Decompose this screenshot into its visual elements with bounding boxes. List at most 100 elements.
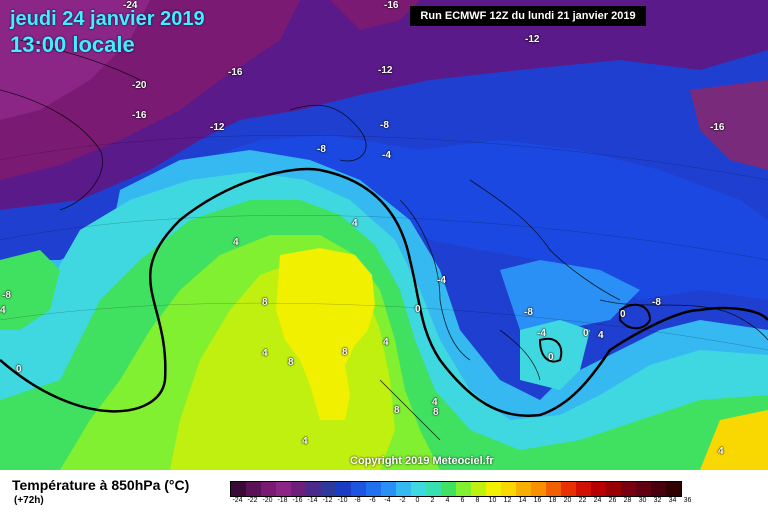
color-swatch bbox=[336, 482, 351, 496]
scale-tick-label: 34 bbox=[668, 497, 677, 504]
color-swatch bbox=[246, 482, 261, 496]
color-swatch bbox=[456, 482, 471, 496]
isotherm-label: 4 bbox=[383, 337, 389, 348]
isotherm-label: 4 bbox=[302, 436, 308, 447]
scale-tick-label: 30 bbox=[638, 497, 647, 504]
temperature-map: jeudi 24 janvier 2019 13:00 locale Run E… bbox=[0, 0, 768, 470]
scale-tick-label: 16 bbox=[533, 497, 542, 504]
legend: Température à 850hPa (°C) (+72h) -24 -22-… bbox=[0, 470, 768, 512]
isotherm-label: 8 bbox=[394, 405, 400, 416]
isotherm-label: -8 bbox=[524, 307, 533, 318]
isotherm-label: -4 bbox=[537, 328, 546, 339]
forecast-time: 13:00 locale bbox=[10, 32, 135, 57]
scale-tick-label: -14 bbox=[307, 497, 318, 504]
isotherm-label: 4 bbox=[0, 305, 6, 316]
isotherm-label: -24 bbox=[123, 0, 138, 11]
forecast-date: jeudi 24 janvier 2019 bbox=[10, 8, 205, 30]
scale-tick-label: 8 bbox=[475, 497, 480, 504]
scale-tick-label: -4 bbox=[384, 497, 391, 504]
color-scale bbox=[230, 481, 682, 497]
color-swatch bbox=[411, 482, 426, 496]
scale-tick-label: 22 bbox=[578, 497, 587, 504]
isotherm-label: 8 bbox=[288, 357, 294, 368]
color-swatch bbox=[276, 482, 291, 496]
scale-tick-label: 32 bbox=[653, 497, 662, 504]
color-swatch bbox=[516, 482, 531, 496]
scale-tick-label: -6 bbox=[369, 497, 376, 504]
isotherm-label: -12 bbox=[525, 34, 540, 45]
legend-subtitle: (+72h) bbox=[14, 495, 44, 506]
color-swatch bbox=[261, 482, 276, 496]
scale-tick-label: 20 bbox=[563, 497, 572, 504]
color-swatch bbox=[381, 482, 396, 496]
scale-tick-label: 18 bbox=[548, 497, 557, 504]
isotherm-label: 0 bbox=[583, 328, 589, 339]
scale-tick-label: -10 bbox=[337, 497, 348, 504]
color-swatch bbox=[426, 482, 441, 496]
legend-title: Température à 850hPa (°C) bbox=[12, 477, 190, 493]
scale-tick-label: 2 bbox=[430, 497, 435, 504]
color-swatch bbox=[621, 482, 636, 496]
color-swatch bbox=[651, 482, 666, 496]
color-swatch bbox=[606, 482, 621, 496]
scale-tick-label: -8 bbox=[354, 497, 361, 504]
scale-tick-label: 14 bbox=[518, 497, 527, 504]
color-swatch bbox=[306, 482, 321, 496]
scale-tick-label: 36 bbox=[683, 497, 692, 504]
color-swatch bbox=[396, 482, 411, 496]
scale-tick-label: 4 bbox=[445, 497, 450, 504]
scale-tick-label: 12 bbox=[503, 497, 512, 504]
isotherm-label: 8 bbox=[342, 347, 348, 358]
isotherm-label: -20 bbox=[132, 80, 147, 91]
scale-tick-label: -2 bbox=[399, 497, 406, 504]
color-swatch bbox=[576, 482, 591, 496]
isotherm-label: 0 bbox=[415, 304, 421, 315]
scale-tick-label: 28 bbox=[623, 497, 632, 504]
isotherm-label: -4 bbox=[437, 275, 446, 286]
isotherm-label: -8 bbox=[380, 120, 389, 131]
color-swatch bbox=[666, 482, 681, 496]
isotherm-label: 4 bbox=[352, 218, 358, 229]
scale-tick-label: 24 bbox=[593, 497, 602, 504]
scale-tick-label: -20 bbox=[262, 497, 273, 504]
color-swatch bbox=[546, 482, 561, 496]
scale-tick-label: -16 bbox=[292, 497, 303, 504]
isotherm-label: 8 bbox=[433, 407, 439, 418]
scale-tick-label: -24 bbox=[232, 497, 243, 504]
isotherm-label: -4 bbox=[382, 150, 391, 161]
color-swatch bbox=[291, 482, 306, 496]
isotherm-label: -12 bbox=[378, 65, 393, 76]
color-swatch bbox=[231, 482, 246, 496]
color-swatch bbox=[561, 482, 576, 496]
isotherm-label: -8 bbox=[317, 144, 326, 155]
isotherm-label: -12 bbox=[210, 122, 225, 133]
scale-tick-label: 10 bbox=[488, 497, 497, 504]
temperature-field bbox=[0, 0, 768, 470]
isotherm-label: 0 bbox=[620, 309, 626, 320]
isotherm-label: -16 bbox=[228, 67, 243, 78]
color-scale-ticks: -24 -22 -20 -18 -16 -14 -12 -10 -8 -6 -4 -2 0 2 4 6 8 10 1… bbox=[230, 497, 695, 504]
isotherm-label: 8 bbox=[262, 297, 268, 308]
scale-tick-label: 6 bbox=[460, 497, 465, 504]
color-swatch bbox=[366, 482, 381, 496]
color-swatch bbox=[636, 482, 651, 496]
isotherm-label: 4 bbox=[233, 237, 239, 248]
scale-tick-label: -18 bbox=[277, 497, 288, 504]
isotherm-label: 0 bbox=[16, 364, 22, 375]
color-swatch bbox=[471, 482, 486, 496]
scale-tick-label: -12 bbox=[322, 497, 333, 504]
color-swatch bbox=[441, 482, 456, 496]
scale-tick-label: -22 bbox=[247, 497, 258, 504]
scale-tick-label: 26 bbox=[608, 497, 617, 504]
isotherm-label: -16 bbox=[132, 110, 147, 121]
color-swatch bbox=[486, 482, 501, 496]
color-swatch bbox=[501, 482, 516, 496]
run-info: Run ECMWF 12Z du lundi 21 janvier 2019 bbox=[410, 6, 646, 26]
isotherm-label: 4 bbox=[598, 330, 604, 341]
color-swatch bbox=[321, 482, 336, 496]
color-swatch bbox=[591, 482, 606, 496]
isotherm-label: 4 bbox=[262, 348, 268, 359]
isotherm-label: 0 bbox=[548, 352, 554, 363]
isotherm-label: 4 bbox=[432, 397, 438, 408]
